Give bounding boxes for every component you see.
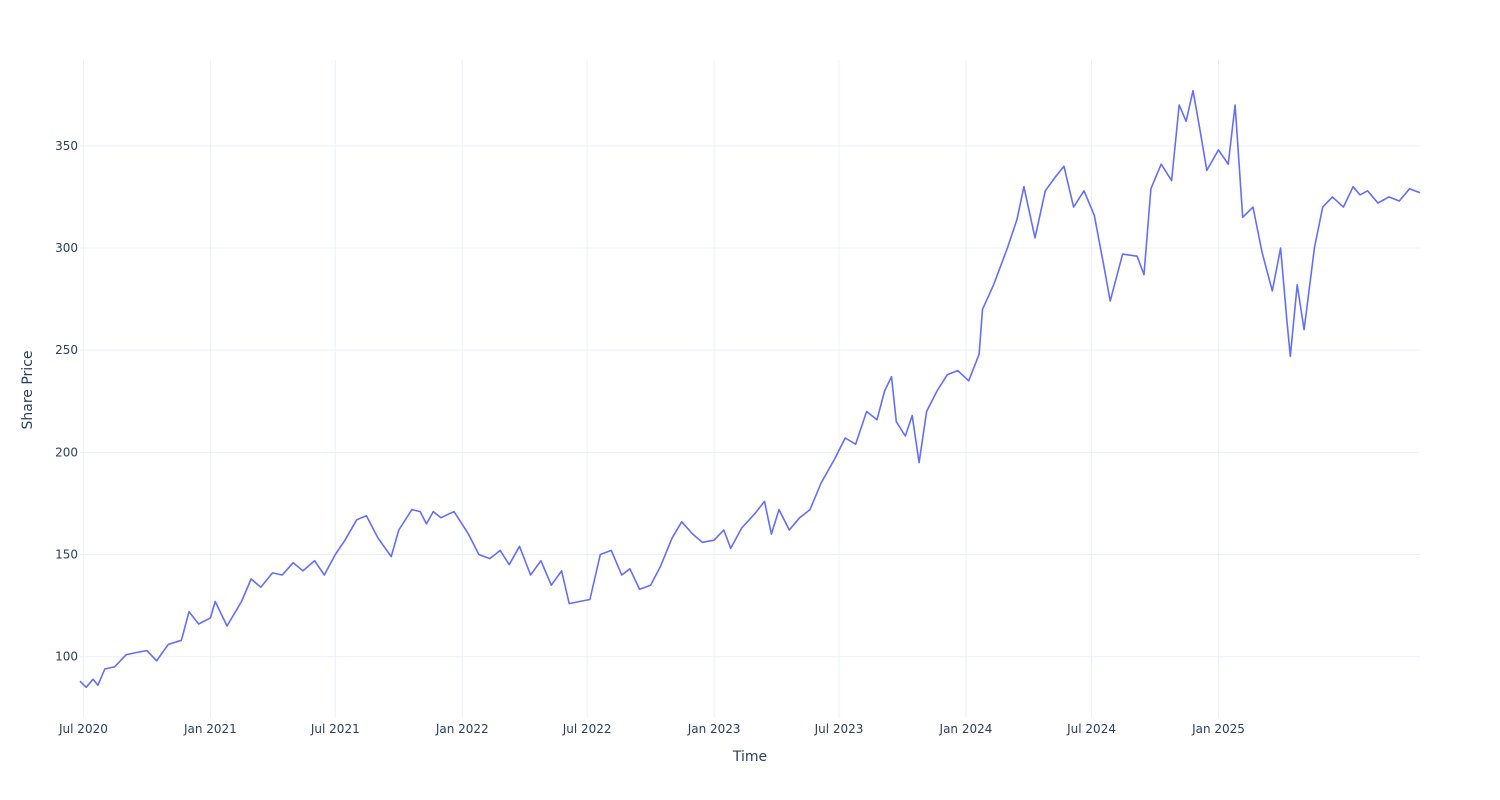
y-tick-label: 250 [55,343,78,357]
y-tick-label: 350 [55,139,78,153]
x-tick-label: Jan 2023 [687,722,741,736]
x-tick-label: Jul 2020 [58,722,108,736]
share-price-line [79,89,1421,689]
y-tick-label: 150 [55,548,78,562]
x-tick-label: Jan 2025 [1191,722,1245,736]
x-tick-label: Jan 2021 [183,722,237,736]
x-gridlines [82,60,1220,718]
y-tick-label: 300 [55,241,78,255]
y-axis-title: Share Price [20,350,36,429]
x-tick-label: Jul 2023 [814,722,864,736]
y-tick-labels: 100 150 200 250 300 350 [55,139,78,664]
x-tick-label: Jan 2024 [939,722,993,736]
x-tick-label: Jul 2024 [1066,722,1116,736]
y-tick-label: 100 [55,650,78,664]
x-axis-title: Time [732,749,767,765]
x-tick-label: Jan 2022 [435,722,489,736]
y-tick-label: 200 [55,445,78,459]
x-tick-labels: Jul 2020 Jan 2021 Jul 2021 Jan 2022 Jul 2022… [58,722,1245,736]
y-gridlines [80,145,1420,658]
x-tick-label: Jul 2021 [310,722,360,736]
x-tick-label: Jul 2022 [562,722,612,736]
